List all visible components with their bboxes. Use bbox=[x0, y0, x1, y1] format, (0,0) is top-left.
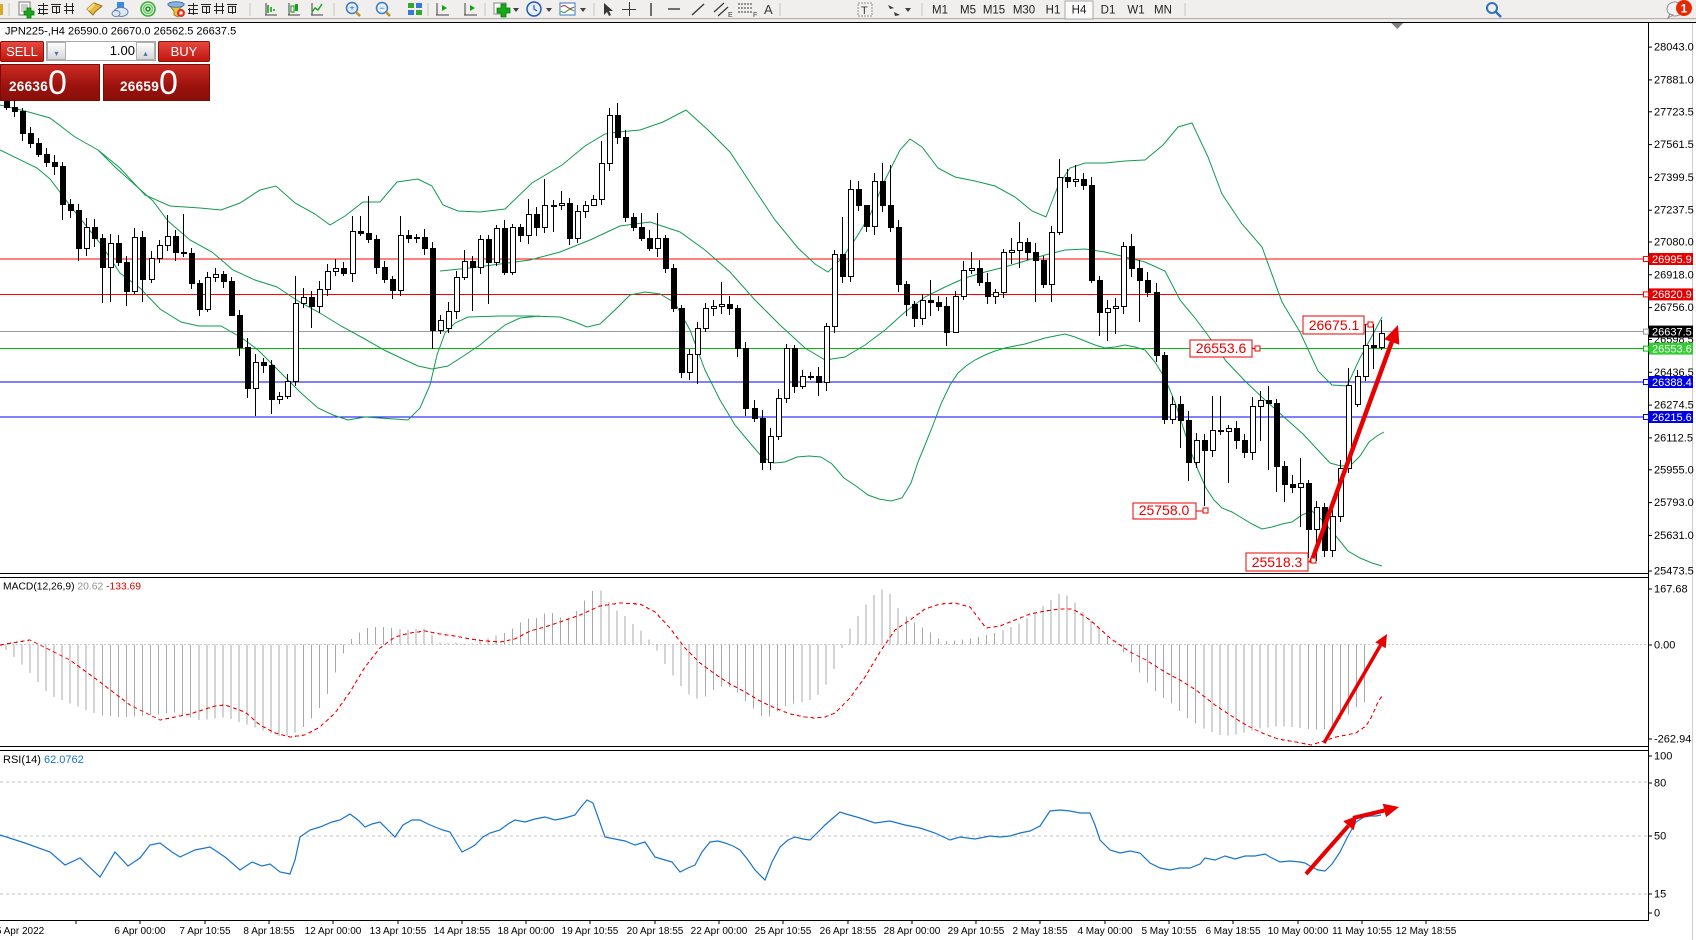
svg-text:RSI(14) 62.0762: RSI(14) 62.0762 bbox=[3, 754, 84, 766]
svg-text:T: T bbox=[861, 5, 868, 17]
svg-text:12 Apr 00:00: 12 Apr 00:00 bbox=[305, 926, 362, 937]
svg-text:H4: H4 bbox=[1072, 5, 1087, 17]
svg-text:29 Apr 10:55: 29 Apr 10:55 bbox=[948, 926, 1005, 937]
svg-text:JPN225-,H4 26590.0 26670.0 26: JPN225-,H4 26590.0 26670.0 26562.5 26637… bbox=[5, 26, 236, 38]
svg-text:27080.0: 27080.0 bbox=[1654, 237, 1694, 249]
svg-text:M5: M5 bbox=[960, 5, 976, 17]
svg-text:D1: D1 bbox=[1101, 5, 1116, 17]
svg-text:E: E bbox=[728, 12, 733, 19]
svg-text:26436.5: 26436.5 bbox=[1654, 367, 1694, 379]
svg-text:167.68: 167.68 bbox=[1654, 584, 1688, 596]
svg-text:13 Apr 10:55: 13 Apr 10:55 bbox=[370, 926, 427, 937]
svg-text:25955.0: 25955.0 bbox=[1654, 464, 1694, 476]
svg-text:26675.1: 26675.1 bbox=[1309, 317, 1360, 333]
svg-text:H1: H1 bbox=[1046, 5, 1061, 17]
svg-text:6 Apr 00:00: 6 Apr 00:00 bbox=[114, 926, 166, 937]
svg-text:28 Apr 00:00: 28 Apr 00:00 bbox=[884, 926, 941, 937]
svg-text:26820.9: 26820.9 bbox=[1652, 289, 1692, 301]
svg-text:25 Apr 10:55: 25 Apr 10:55 bbox=[755, 926, 812, 937]
svg-text:0: 0 bbox=[1654, 908, 1660, 920]
svg-text:8 Apr 18:55: 8 Apr 18:55 bbox=[243, 926, 295, 937]
svg-text:26 Apr 18:55: 26 Apr 18:55 bbox=[820, 926, 877, 937]
svg-text:12 May 18:55: 12 May 18:55 bbox=[1396, 926, 1457, 937]
svg-text:27237.5: 27237.5 bbox=[1654, 205, 1694, 217]
svg-text:11 May 10:55: 11 May 10:55 bbox=[1332, 926, 1392, 937]
svg-text:26918.0: 26918.0 bbox=[1654, 269, 1694, 281]
svg-text:5 Apr 2022: 5 Apr 2022 bbox=[0, 926, 45, 937]
svg-text:0.00: 0.00 bbox=[1654, 640, 1675, 652]
svg-text:4 May 00:00: 4 May 00:00 bbox=[1077, 926, 1132, 937]
svg-text:25473.5: 25473.5 bbox=[1654, 566, 1694, 578]
svg-text:100: 100 bbox=[1654, 751, 1672, 763]
svg-text:7 Apr 10:55: 7 Apr 10:55 bbox=[179, 926, 231, 937]
svg-text:1: 1 bbox=[1681, 2, 1688, 16]
svg-text:−: − bbox=[379, 4, 385, 15]
svg-text:27881.0: 27881.0 bbox=[1654, 74, 1694, 86]
svg-text:80: 80 bbox=[1654, 778, 1666, 790]
svg-text:26995.9: 26995.9 bbox=[1652, 254, 1692, 266]
svg-text:50: 50 bbox=[1654, 831, 1666, 843]
svg-text:22 Apr 00:00: 22 Apr 00:00 bbox=[691, 926, 748, 937]
svg-text:26637.5: 26637.5 bbox=[1652, 326, 1692, 338]
svg-text:15: 15 bbox=[1654, 889, 1666, 901]
svg-text:27399.5: 27399.5 bbox=[1654, 172, 1694, 184]
svg-text:5 May 10:55: 5 May 10:55 bbox=[1141, 926, 1196, 937]
svg-text:+: + bbox=[349, 4, 355, 15]
svg-text:25758.0: 25758.0 bbox=[1139, 502, 1190, 518]
svg-text:27723.5: 27723.5 bbox=[1654, 106, 1694, 118]
svg-text:26274.5: 26274.5 bbox=[1654, 400, 1694, 412]
svg-text:26388.4: 26388.4 bbox=[1652, 377, 1692, 389]
svg-text:F: F bbox=[753, 12, 757, 19]
svg-text:28043.0: 28043.0 bbox=[1654, 42, 1694, 54]
svg-text:14 Apr 18:55: 14 Apr 18:55 bbox=[434, 926, 491, 937]
svg-text:-262.94: -262.94 bbox=[1654, 734, 1691, 746]
svg-text:20 Apr 18:55: 20 Apr 18:55 bbox=[627, 926, 684, 937]
svg-text:M30: M30 bbox=[1013, 5, 1035, 17]
svg-text:26553.6: 26553.6 bbox=[1196, 340, 1247, 356]
svg-text:MACD(12,26,9) 20.62 -133.69: MACD(12,26,9) 20.62 -133.69 bbox=[3, 582, 141, 593]
svg-text:26756.0: 26756.0 bbox=[1654, 302, 1694, 314]
svg-text:25793.0: 25793.0 bbox=[1654, 497, 1694, 509]
svg-text:26215.6: 26215.6 bbox=[1652, 412, 1692, 424]
svg-text:W1: W1 bbox=[1127, 5, 1144, 17]
svg-text:25631.0: 25631.0 bbox=[1654, 530, 1694, 542]
svg-text:10 May 00:00: 10 May 00:00 bbox=[1268, 926, 1329, 937]
svg-text:26112.5: 26112.5 bbox=[1654, 432, 1693, 444]
svg-text:M15: M15 bbox=[983, 5, 1005, 17]
svg-text:27561.5: 27561.5 bbox=[1654, 139, 1694, 151]
svg-text:25518.3: 25518.3 bbox=[1252, 554, 1303, 570]
svg-text:2 May 18:55: 2 May 18:55 bbox=[1012, 926, 1067, 937]
svg-text:18 Apr 00:00: 18 Apr 00:00 bbox=[498, 926, 555, 937]
svg-text:19 Apr 10:55: 19 Apr 10:55 bbox=[562, 926, 619, 937]
svg-text:26553.6: 26553.6 bbox=[1652, 343, 1692, 355]
svg-text:6 May 18:55: 6 May 18:55 bbox=[1205, 926, 1260, 937]
svg-text:MN: MN bbox=[1154, 5, 1172, 17]
svg-text:M1: M1 bbox=[932, 5, 948, 17]
svg-text:A: A bbox=[764, 2, 773, 17]
